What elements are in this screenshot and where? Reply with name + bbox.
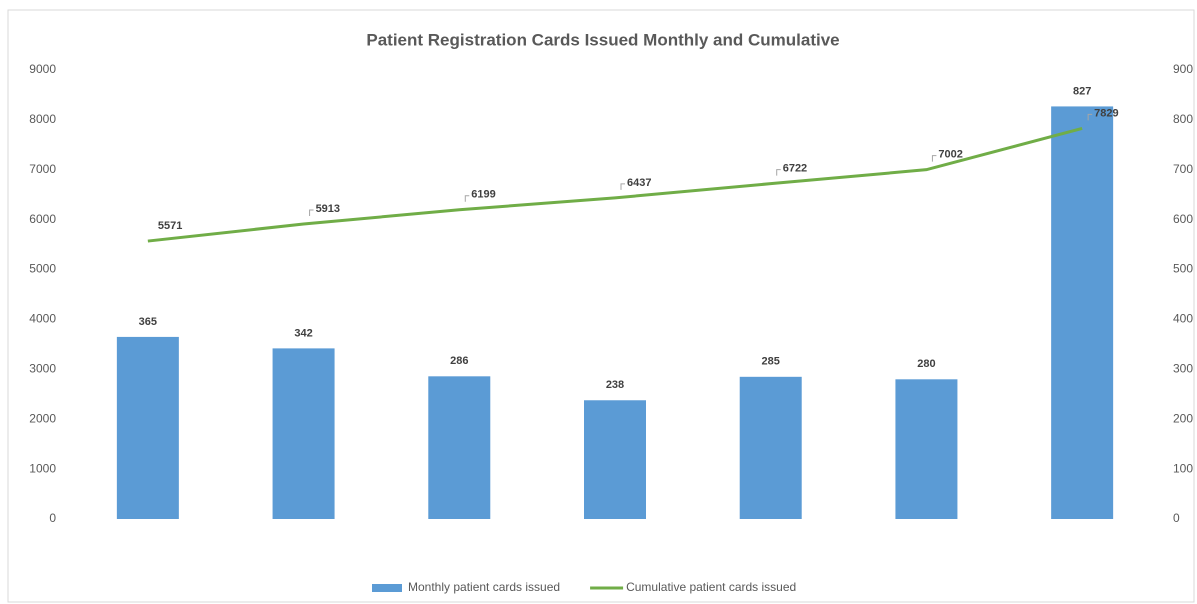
y-tick-label: 8000 (29, 112, 56, 126)
data-label: 6722 (783, 163, 807, 175)
y2-tick-label: 900 (1173, 62, 1193, 76)
y-tick-label: 2000 (29, 411, 56, 425)
y2-tick-label: 300 (1173, 362, 1193, 376)
leader-line (620, 183, 625, 190)
legend-label: Cumulative patient cards issued (626, 580, 796, 594)
data-label: 7829 (1094, 107, 1118, 119)
bar (116, 336, 179, 519)
bar (895, 379, 958, 519)
data-label: 6437 (627, 177, 651, 189)
data-label: 827 (1073, 85, 1091, 97)
y2-tick-label: 500 (1173, 262, 1193, 276)
bar (272, 348, 335, 519)
y-tick-label: 0 (49, 511, 56, 525)
data-label: 286 (450, 355, 468, 367)
y2-tick-label: 600 (1173, 212, 1193, 226)
y-tick-label: 7000 (29, 162, 56, 176)
bar (1051, 106, 1114, 520)
leader-line (931, 155, 937, 162)
bar (739, 376, 802, 519)
y2-tick-label: 0 (1173, 511, 1180, 525)
data-label: 280 (917, 358, 935, 370)
data-label: 342 (294, 327, 312, 339)
y-tick-label: 1000 (29, 461, 56, 475)
legend-swatch (372, 584, 402, 592)
y2-tick-label: 200 (1173, 411, 1193, 425)
chart-title: Patient Registration Cards Issued Monthl… (366, 30, 839, 49)
y2-tick-label: 100 (1173, 461, 1193, 475)
y-tick-label: 5000 (29, 262, 56, 276)
line (147, 126, 1083, 243)
y-tick-label: 9000 (29, 62, 56, 76)
legend-label: Monthly patient cards issued (408, 580, 560, 594)
leader-line (776, 169, 781, 176)
data-label: 6199 (471, 189, 495, 201)
bar (428, 376, 491, 519)
data-label: 238 (606, 379, 624, 391)
y2-tick-label: 800 (1173, 112, 1193, 126)
leader-line (309, 209, 314, 217)
y-tick-label: 6000 (29, 212, 56, 226)
y-tick-label: 3000 (29, 362, 56, 376)
y2-tick-label: 700 (1173, 162, 1193, 176)
bar (584, 400, 646, 519)
data-label: 7002 (938, 149, 962, 161)
y2-tick-label: 400 (1173, 312, 1193, 326)
leader-line (464, 195, 470, 202)
data-label: 285 (762, 356, 780, 368)
leader-line (1087, 113, 1093, 121)
data-label: 365 (139, 316, 157, 328)
data-label: 5571 (158, 220, 182, 232)
y-tick-label: 4000 (29, 312, 56, 326)
data-label: 5913 (316, 203, 340, 215)
